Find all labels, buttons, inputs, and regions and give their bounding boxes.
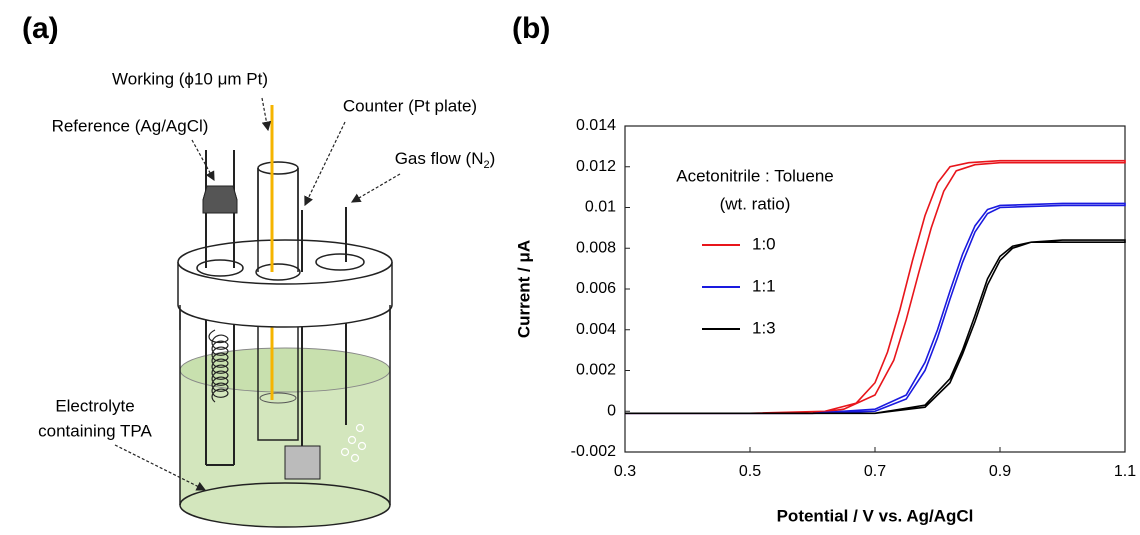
x-tick-label: 0.5: [739, 463, 761, 480]
cell-diagram: (a): [22, 12, 496, 528]
legend-title: (wt. ratio): [720, 194, 791, 213]
working-tube: [257, 168, 299, 272]
series-line: [625, 202, 1126, 415]
y-axis-title: Current / μA: [514, 240, 533, 338]
arrow: [114, 444, 207, 491]
series-line: [625, 159, 1126, 415]
gas-label-text: ): [490, 149, 496, 168]
y-tick-label: 0.006: [576, 280, 616, 297]
working-tube-top: [257, 161, 299, 175]
y-tick-label: -0.002: [571, 443, 616, 460]
lid-port: [196, 259, 244, 277]
chart: (b) Potential / V vs. Ag/AgCl Current / …: [512, 12, 1136, 526]
y-tick-label: 0.004: [576, 321, 616, 338]
y-tick-label: 0.002: [576, 362, 616, 379]
gas-label-text: Gas flow (N: [395, 149, 484, 168]
legend-title: Acetonitrile : Toluene: [676, 166, 834, 185]
reference-label: Reference (Ag/AgCl): [52, 116, 209, 135]
y-tick-label: 0.012: [576, 158, 616, 175]
y-tick-label: 0.01: [585, 199, 616, 216]
working-level: [259, 392, 297, 404]
arrow: [261, 97, 272, 132]
bubbles: [340, 423, 367, 463]
y-tick-label: 0.008: [576, 239, 616, 256]
reference-coil: [208, 329, 229, 403]
legend-label: 1:3: [752, 318, 776, 337]
reference-cap: [202, 185, 238, 214]
y-tick-label: 0.014: [576, 117, 616, 134]
working-label: Working (ϕ10 μm Pt): [112, 69, 268, 88]
gas-label: Gas flow (N2): [395, 149, 496, 170]
panel-label: (b): [512, 12, 550, 45]
panel-label: (a): [22, 12, 59, 45]
counter-label: Counter (Pt plate): [343, 96, 477, 115]
gas-label-sub: 2: [484, 159, 490, 171]
series-line: [625, 239, 1126, 415]
x-tick-label: 1.1: [1114, 463, 1136, 480]
legend-label: 1:0: [752, 234, 776, 253]
x-tick-label: 0.3: [614, 463, 636, 480]
arrow: [304, 121, 346, 207]
x-tick-label: 0.7: [864, 463, 886, 480]
electrolyte-label: containing TPA: [38, 421, 152, 440]
lid-port: [315, 253, 365, 271]
y-tick-label: 0: [607, 402, 616, 419]
arrow: [350, 173, 401, 203]
x-axis-title: Potential / V vs. Ag/AgCl: [777, 506, 974, 525]
x-tick-label: 0.9: [989, 463, 1011, 480]
lid-port: [255, 263, 301, 281]
vessel-wall: [179, 305, 391, 330]
electrolyte-label: Electrolyte: [55, 396, 134, 415]
legend-label: 1:1: [752, 276, 776, 295]
arrow: [191, 139, 215, 182]
pt-plate: [284, 445, 321, 480]
